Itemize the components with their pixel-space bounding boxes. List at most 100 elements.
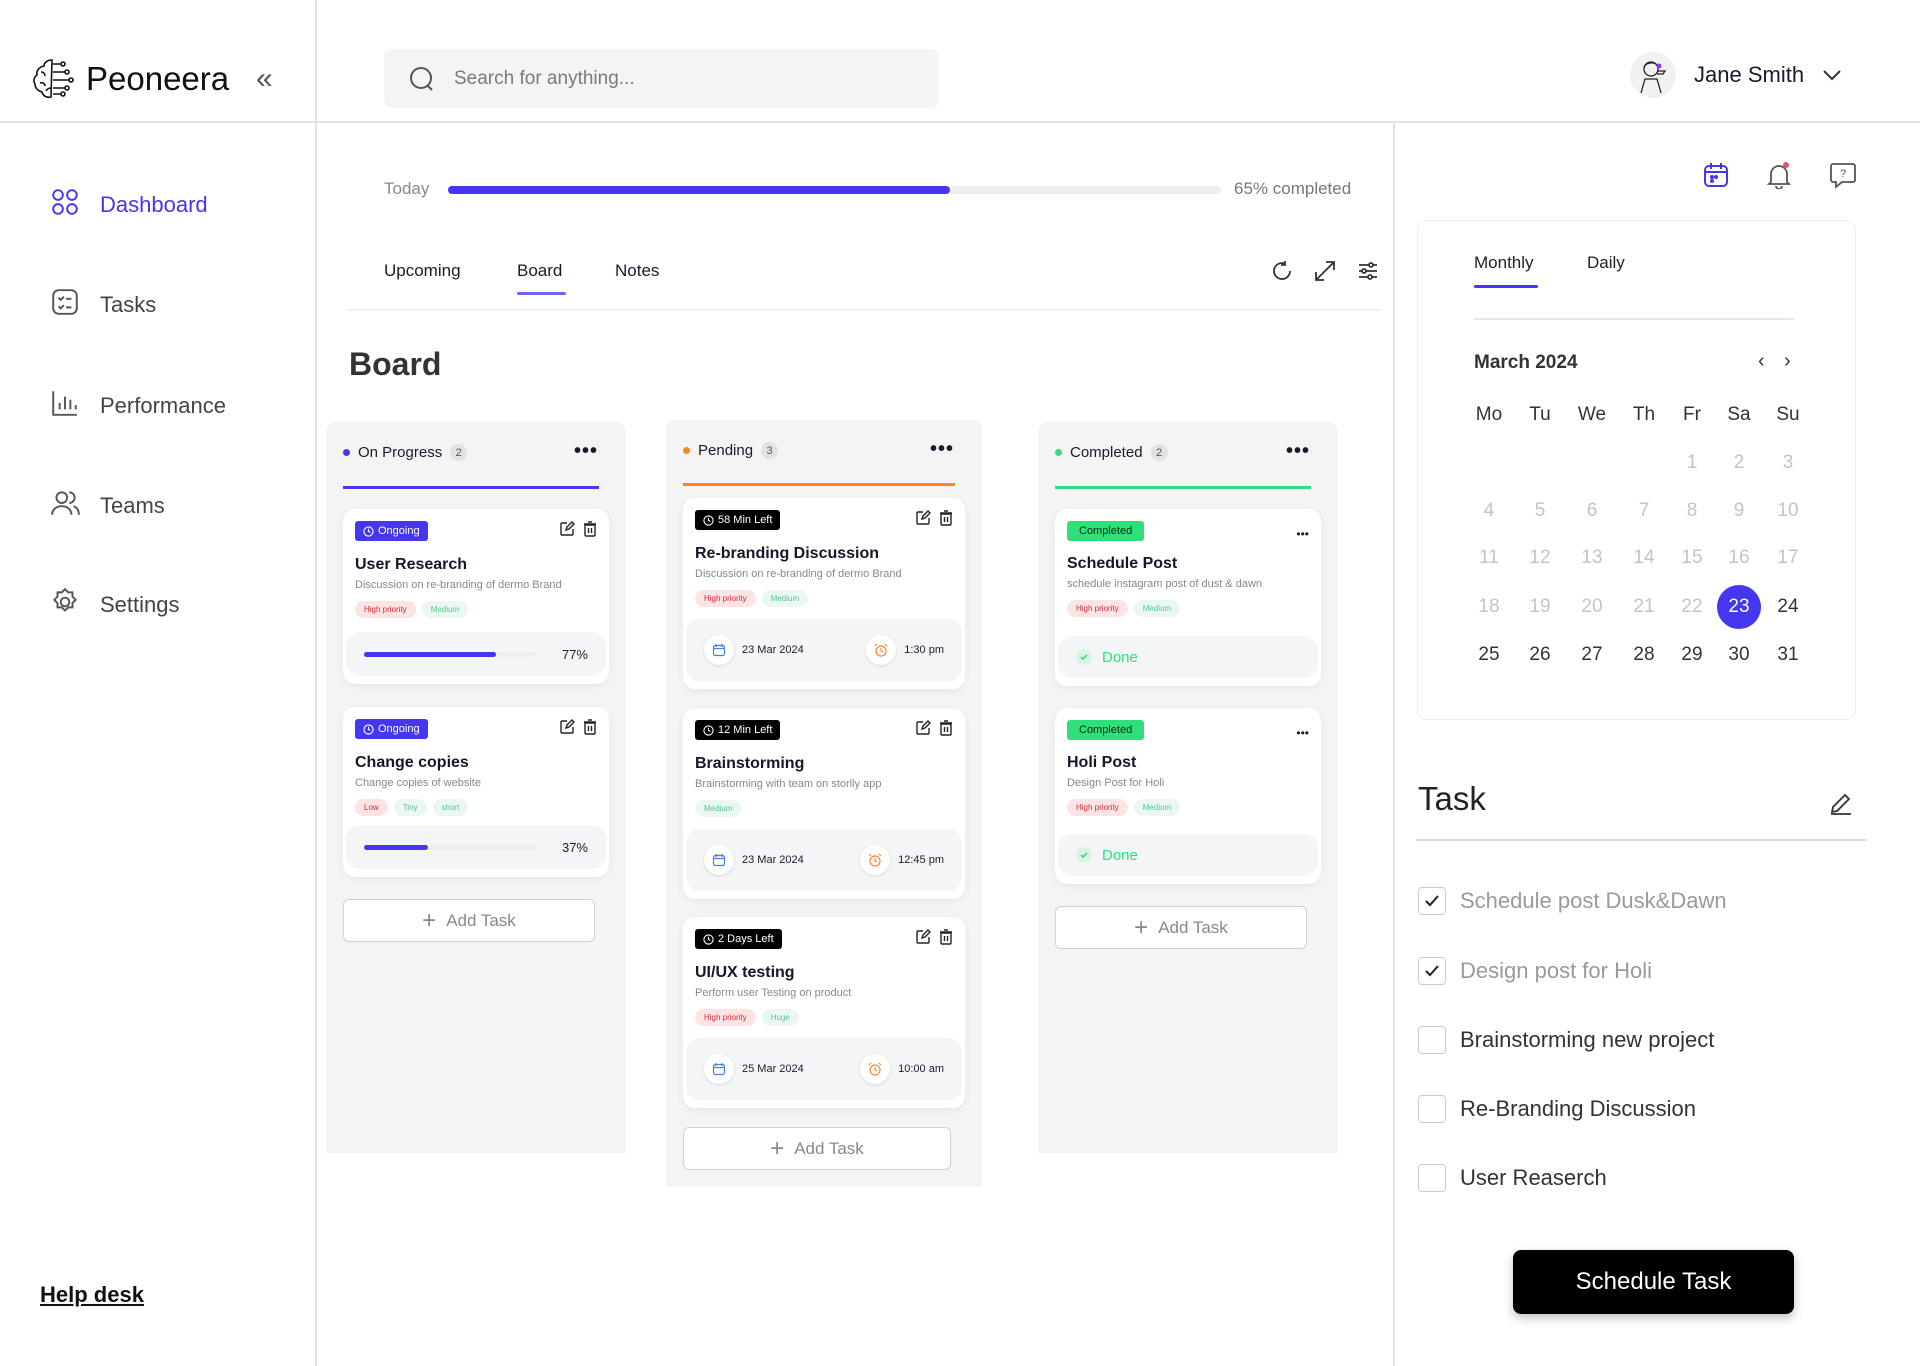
refresh-icon[interactable] bbox=[1270, 259, 1294, 283]
sidebar-item-tasks[interactable]: Tasks bbox=[50, 287, 156, 323]
calendar-day-selected[interactable]: 23 bbox=[1717, 585, 1761, 629]
tab-notes[interactable]: Notes bbox=[615, 261, 660, 280]
task-card[interactable]: Completed ••• Schedule Post schedule instag… bbox=[1055, 509, 1321, 686]
task-card[interactable]: 2 Days Left UI/UX testing Perform user Tes… bbox=[683, 917, 965, 1108]
edit-pencil-icon[interactable] bbox=[1828, 790, 1854, 816]
calendar-day[interactable]: 22 bbox=[1681, 596, 1703, 617]
edit-icon[interactable] bbox=[915, 510, 931, 531]
help-chat-icon[interactable]: ? bbox=[1829, 161, 1857, 189]
trash-icon[interactable] bbox=[583, 719, 597, 740]
sidebar-item-teams[interactable]: Teams bbox=[50, 488, 165, 524]
calendar-day[interactable]: 7 bbox=[1638, 500, 1650, 521]
calendar-day[interactable]: 29 bbox=[1681, 644, 1703, 665]
calendar-day[interactable]: 3 bbox=[1782, 452, 1794, 473]
calendar-day[interactable]: 19 bbox=[1529, 596, 1551, 617]
card-tags: High priority Huge bbox=[695, 1008, 953, 1026]
trash-icon[interactable] bbox=[939, 510, 953, 531]
calendar-day[interactable]: 24 bbox=[1777, 596, 1799, 617]
calendar-tab-daily[interactable]: Daily bbox=[1587, 253, 1625, 272]
task-card[interactable]: Ongoing User Research Discussion on re-bra… bbox=[343, 509, 609, 684]
calendar-day[interactable]: 18 bbox=[1478, 596, 1500, 617]
calendar-day[interactable]: 26 bbox=[1529, 644, 1551, 665]
edit-icon[interactable] bbox=[915, 929, 931, 950]
column-title: Pending bbox=[698, 442, 754, 459]
add-task-button[interactable]: + Add Task bbox=[683, 1127, 951, 1170]
calendar-day[interactable]: 9 bbox=[1733, 500, 1745, 521]
calendar-day[interactable]: 8 bbox=[1686, 500, 1698, 521]
calendar-tab-monthly[interactable]: Monthly bbox=[1474, 253, 1534, 272]
schedule-task-button[interactable]: Schedule Task bbox=[1513, 1250, 1794, 1314]
add-task-button[interactable]: + Add Task bbox=[343, 899, 595, 942]
column-more-icon[interactable]: ••• bbox=[1285, 440, 1310, 462]
prev-month-icon[interactable]: ‹ bbox=[1758, 350, 1765, 372]
next-month-icon[interactable]: › bbox=[1784, 350, 1791, 372]
task-card[interactable]: 58 Min Left Re-branding Discussion Discuss… bbox=[683, 498, 965, 689]
calendar-day[interactable]: 27 bbox=[1581, 644, 1603, 665]
task-checkbox[interactable] bbox=[1418, 957, 1446, 985]
task-progress-fill bbox=[364, 844, 428, 850]
help-desk-link[interactable]: Help desk bbox=[40, 1282, 144, 1307]
search-bar[interactable] bbox=[384, 49, 939, 108]
calendar-day[interactable]: 30 bbox=[1728, 644, 1750, 665]
calendar-day[interactable]: 20 bbox=[1581, 596, 1603, 617]
collapse-sidebar-icon[interactable]: « bbox=[256, 62, 273, 95]
column-more-icon[interactable]: ••• bbox=[929, 438, 954, 460]
expand-icon[interactable] bbox=[1313, 259, 1337, 283]
calendar-day[interactable]: 4 bbox=[1483, 500, 1495, 521]
calendar-day[interactable]: 2 bbox=[1733, 452, 1745, 473]
calendar-day[interactable]: 14 bbox=[1633, 547, 1655, 568]
card-more-icon[interactable]: ••• bbox=[1296, 527, 1309, 541]
weekday-label: Tu bbox=[1529, 404, 1551, 425]
search-input[interactable] bbox=[454, 67, 874, 90]
card-tags: Medium bbox=[695, 799, 953, 817]
due-time: 10:00 am bbox=[860, 1054, 944, 1084]
sidebar-item-label: Teams bbox=[100, 493, 165, 518]
chevron-down-icon[interactable] bbox=[1822, 69, 1842, 81]
tab-upcoming[interactable]: Upcoming bbox=[384, 261, 461, 280]
task-checkbox[interactable] bbox=[1418, 1164, 1446, 1192]
card-more-icon[interactable]: ••• bbox=[1296, 726, 1309, 740]
edit-icon[interactable] bbox=[559, 521, 575, 542]
task-card[interactable]: Ongoing Change copies Change copies of web… bbox=[343, 707, 609, 877]
calendar-day[interactable]: 16 bbox=[1728, 547, 1750, 568]
clock-icon bbox=[703, 933, 714, 945]
calendar-day[interactable]: 28 bbox=[1633, 644, 1655, 665]
calendar-day[interactable]: 13 bbox=[1581, 547, 1603, 568]
calendar-day[interactable]: 21 bbox=[1633, 596, 1655, 617]
task-checkbox[interactable] bbox=[1418, 887, 1446, 915]
calendar-day[interactable]: 5 bbox=[1534, 500, 1546, 521]
sidebar-item-dashboard[interactable]: Dashboard bbox=[50, 187, 208, 223]
calendar-day[interactable]: 25 bbox=[1478, 644, 1500, 665]
filter-settings-icon[interactable] bbox=[1356, 259, 1380, 283]
task-checkbox[interactable] bbox=[1418, 1026, 1446, 1054]
user-menu[interactable]: Jane Smith bbox=[1630, 52, 1842, 98]
column-more-icon[interactable]: ••• bbox=[573, 440, 598, 462]
task-card[interactable]: Completed ••• Holi Post Design Post for Hol… bbox=[1055, 708, 1321, 884]
logo[interactable]: Peoneera bbox=[32, 56, 229, 102]
task-checkbox[interactable] bbox=[1418, 1095, 1446, 1123]
notification-bell-icon[interactable] bbox=[1765, 161, 1793, 189]
trash-icon[interactable] bbox=[583, 521, 597, 542]
calendar-day[interactable]: 15 bbox=[1681, 547, 1703, 568]
calendar-day[interactable]: 12 bbox=[1529, 547, 1551, 568]
calendar-day[interactable]: 31 bbox=[1777, 644, 1799, 665]
progress-fill bbox=[448, 186, 951, 194]
calendar-day[interactable]: 10 bbox=[1777, 500, 1799, 521]
calendar-day[interactable]: 1 bbox=[1686, 452, 1698, 473]
edit-icon[interactable] bbox=[559, 719, 575, 740]
clock-icon bbox=[703, 514, 714, 526]
tab-board[interactable]: Board bbox=[517, 261, 563, 280]
calendar-day[interactable]: 6 bbox=[1586, 500, 1598, 521]
column-title: Completed bbox=[1070, 444, 1143, 461]
calendar-day[interactable]: 17 bbox=[1777, 547, 1799, 568]
calendar-day[interactable]: 11 bbox=[1479, 547, 1499, 568]
add-task-button[interactable]: + Add Task bbox=[1055, 906, 1307, 949]
trash-icon[interactable] bbox=[939, 720, 953, 741]
task-card[interactable]: 12 Min Left Brainstorming Brainstorming wi… bbox=[683, 708, 965, 899]
calendar-icon[interactable] bbox=[1702, 161, 1730, 189]
edit-icon[interactable] bbox=[915, 720, 931, 741]
sidebar-item-settings[interactable]: Settings bbox=[50, 587, 180, 623]
trash-icon[interactable] bbox=[939, 929, 953, 950]
progress-label: Today bbox=[384, 179, 430, 198]
sidebar-item-performance[interactable]: Performance bbox=[50, 388, 226, 424]
